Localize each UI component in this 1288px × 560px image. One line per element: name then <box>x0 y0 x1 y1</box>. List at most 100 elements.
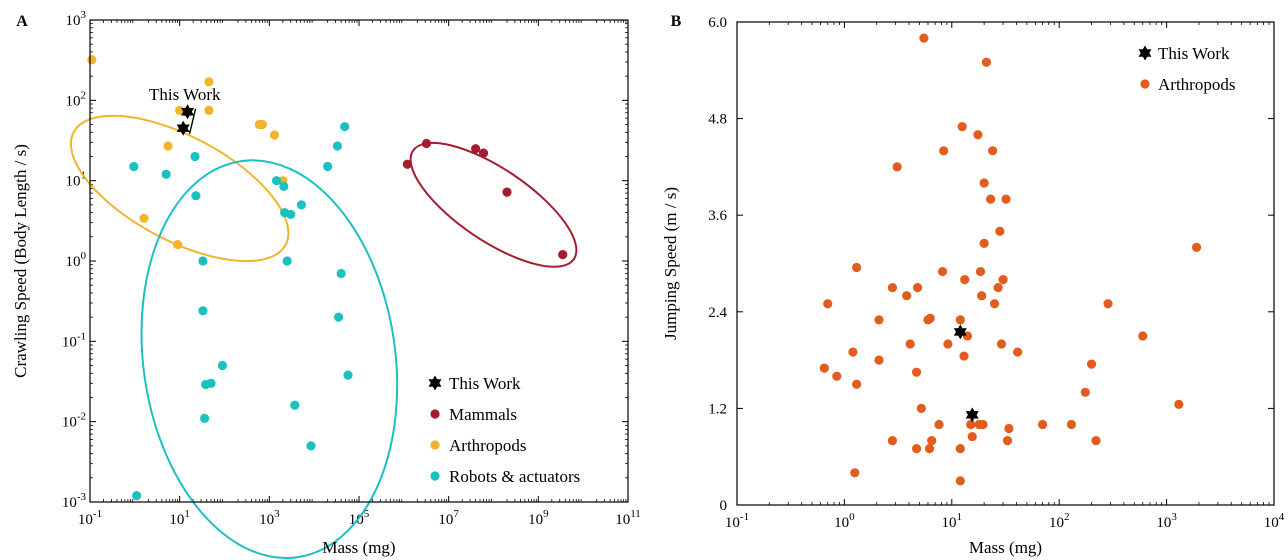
legend-marker <box>1140 79 1150 89</box>
robots-cluster-ellipse <box>140 159 399 559</box>
mammals-point <box>421 138 432 149</box>
x-tick-label-exponent: 9 <box>543 508 549 520</box>
mammals-point <box>558 250 568 260</box>
arthropods-point <box>957 122 967 132</box>
arthropods-point <box>832 371 842 381</box>
x-tick-label: 1011 <box>615 508 641 528</box>
legend-label-this-work: This Work <box>449 374 521 393</box>
arthropods-point <box>912 283 923 293</box>
robots-actuators-point <box>206 378 216 388</box>
y-axis-label: Jumping Speed (m / s) <box>661 187 680 340</box>
arthropods-point <box>173 240 183 250</box>
arthropods-point <box>934 419 944 430</box>
robots-actuators-point <box>332 141 343 151</box>
legend-label-arthropods: Arthropods <box>449 436 526 455</box>
panel-b-chart: 10-1 100 101 102 103 10401.22.43.64.86.0Mass … <box>661 13 1285 557</box>
x-tick-label-base: 10 <box>169 512 184 528</box>
y-tick-label: 10-2 <box>62 411 86 431</box>
arthropods-point <box>87 55 97 65</box>
this-work-point <box>953 324 967 340</box>
robots-actuators-point <box>343 370 353 380</box>
arthropods-point <box>955 476 965 486</box>
robots-actuators-point <box>200 413 210 423</box>
y-tick-label-base: 10 <box>66 174 81 190</box>
x-tick-label-base: 10 <box>1049 515 1064 531</box>
x-axis-label: Mass (mg) <box>322 538 395 557</box>
panel-a-chart: 10-1 101 103 105 107 109 101110-310-210-110010… <box>11 9 641 559</box>
arthropods-point <box>959 351 969 361</box>
y-tick-label: 2.4 <box>708 305 727 321</box>
robots-actuators-point <box>190 151 200 162</box>
y-tick-label-exponent: 3 <box>81 9 87 21</box>
robots-actuators-point <box>271 176 282 186</box>
plot-area-frame <box>736 21 1275 506</box>
y-tick-label-base: 10 <box>66 254 81 270</box>
arthropods-point <box>998 275 1008 285</box>
y-tick-label-base: 10 <box>62 334 77 350</box>
arthropods-point <box>819 363 829 373</box>
arthropods-point <box>911 444 922 454</box>
x-tick-label-exponent: 0 <box>849 511 855 523</box>
y-tick-label-exponent: -3 <box>77 491 87 503</box>
y-tick-label-base: 10 <box>62 495 77 511</box>
y-tick-label: 101 <box>66 170 87 190</box>
panel-letter: B <box>671 13 682 30</box>
arthropods-point <box>978 419 988 430</box>
arthropods-point <box>977 291 987 301</box>
arthropods-point <box>989 299 1000 309</box>
x-tick-label-exponent: -1 <box>93 508 102 520</box>
arthropods-point <box>1191 242 1202 252</box>
arthropods-point <box>874 315 884 325</box>
arthropods-point <box>1002 436 1013 446</box>
y-tick-label: 100 <box>66 250 87 270</box>
arthropods-point <box>874 355 884 365</box>
arthropods-point <box>960 275 970 285</box>
arthropods-point <box>966 419 976 430</box>
y-tick-label: 1.2 <box>708 401 727 417</box>
robots-actuators-point <box>129 161 139 172</box>
arthropods-point <box>1004 423 1014 434</box>
this-work-point <box>965 407 979 423</box>
x-tick-label: 100 <box>834 511 855 531</box>
arthropods-point <box>852 379 862 389</box>
arthropods-point <box>927 436 937 446</box>
x-tick-label-exponent: 2 <box>1064 511 1070 523</box>
arthropods-point <box>905 339 915 349</box>
arthropods-point <box>1080 387 1090 397</box>
x-tick-label-exponent: -1 <box>740 511 749 523</box>
arthropods-point <box>986 194 996 204</box>
x-tick-label: 102 <box>1049 511 1070 531</box>
x-tick-label-exponent: 4 <box>1279 511 1285 523</box>
x-tick-label: 10-1 <box>725 511 749 531</box>
y-tick-label: 10-3 <box>62 491 87 511</box>
x-tick-label-exponent: 3 <box>274 508 280 520</box>
arthropods-point <box>852 262 862 273</box>
y-tick-label-exponent: -2 <box>77 411 86 423</box>
arthropods-point <box>163 141 173 151</box>
x-tick-label-exponent: 5 <box>364 508 370 520</box>
legend-marker <box>428 375 442 391</box>
x-axis-label: Mass (mg) <box>969 538 1042 557</box>
legend-label-this-work: This Work <box>1158 44 1230 63</box>
arthropods-point <box>995 226 1005 236</box>
y-tick-label: 102 <box>66 89 87 109</box>
x-tick-label: 103 <box>1156 511 1177 531</box>
x-tick-label-base: 10 <box>528 512 543 528</box>
legend-label-arthropods: Arthropods <box>1158 75 1235 94</box>
this-work-point <box>176 120 190 136</box>
x-tick-label-base: 10 <box>1156 515 1171 531</box>
y-tick-label-base: 10 <box>66 13 81 29</box>
x-tick-label-base: 10 <box>78 512 93 528</box>
y-tick-label-base: 10 <box>62 415 77 431</box>
robots-actuators-point <box>217 360 228 371</box>
mammals-point <box>471 144 481 154</box>
robots-actuators-point <box>290 400 300 410</box>
arthropods-point <box>981 57 992 67</box>
arthropods-point <box>204 105 214 115</box>
arthropods-point <box>955 444 965 454</box>
arthropods-point <box>939 146 949 156</box>
robots-actuators-point <box>132 491 142 501</box>
arthropods-point <box>892 162 902 172</box>
arthropods-point <box>973 130 983 140</box>
mammals-point <box>402 159 412 169</box>
